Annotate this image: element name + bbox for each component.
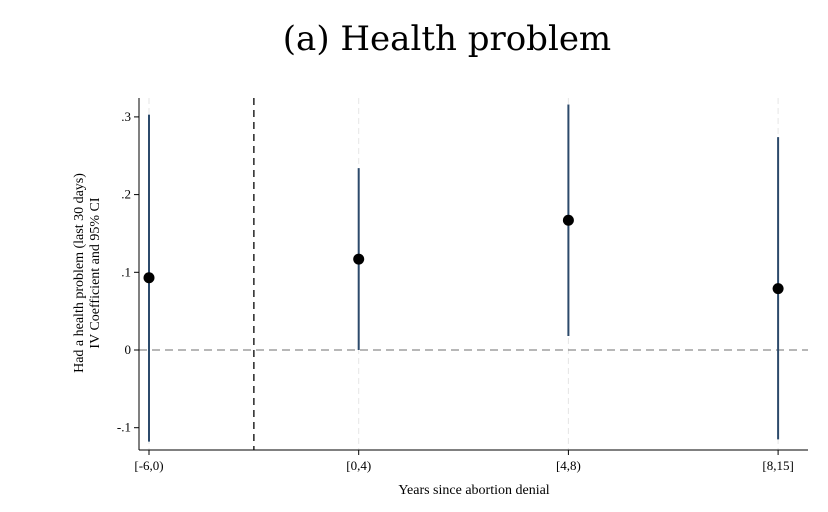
y-tick-label: .3 (121, 109, 131, 124)
y-axis-label-line1: Had a health problem (last 30 days) (72, 173, 87, 373)
y-axis-title: Had a health problem (last 30 days) IV C… (72, 173, 103, 373)
x-axis-label: Years since abortion denial (398, 483, 549, 498)
y-tick-label: .1 (121, 264, 131, 279)
y-tick-label: -.1 (117, 420, 131, 435)
data-marks (143, 104, 784, 442)
x-tick-label: [8,15] (762, 458, 793, 473)
axes: -.1 0 .1 .2 .3 [-6,0) [0,4) [4,8) [8,15] (117, 98, 808, 473)
x-tick-label: [4,8) (556, 458, 581, 473)
y-axis-label-line2: IV Coefficient and 95% CI (88, 197, 103, 348)
point-estimate (353, 253, 365, 265)
x-tick-label: [-6,0) (134, 458, 163, 473)
x-tick-label: [0,4) (346, 458, 371, 473)
y-tick-label: .2 (121, 187, 131, 202)
point-estimate (562, 214, 574, 226)
point-estimate (772, 283, 784, 295)
y-tick-label: 0 (125, 342, 132, 357)
grid (148, 98, 779, 450)
reference-lines (139, 98, 808, 450)
point-estimate (143, 272, 155, 284)
chart-title: (a) Health problem (283, 19, 611, 59)
